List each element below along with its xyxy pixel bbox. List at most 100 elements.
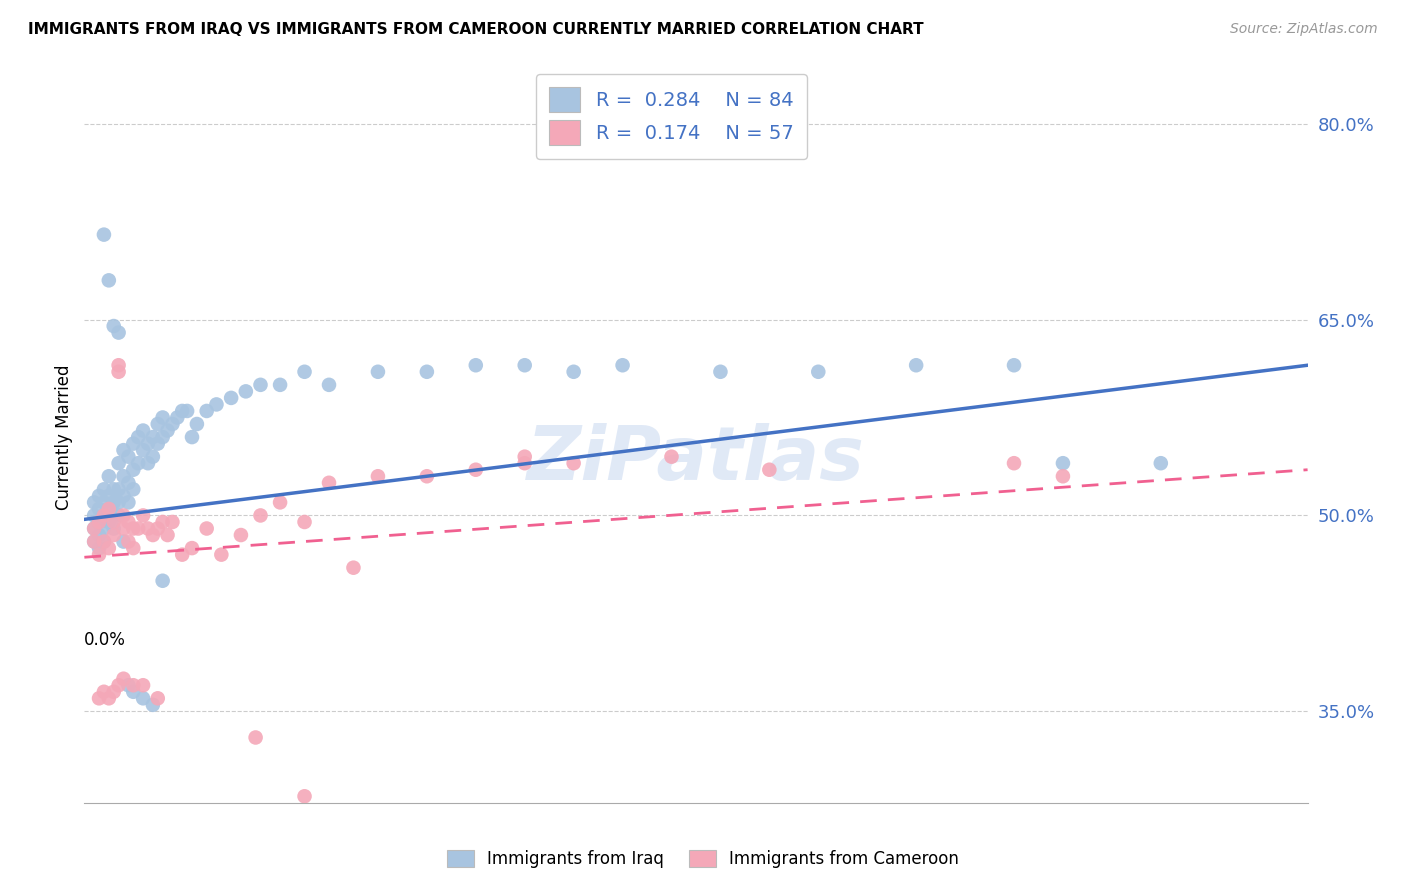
Point [367,469,389,483]
Point [294,515,316,529]
Point [93,495,115,509]
Point [93,508,115,523]
Point [152,574,174,588]
Point [807,365,830,379]
Point [181,541,204,555]
Point [156,424,179,438]
Point [464,463,486,477]
Point [103,483,125,497]
Point [117,515,139,529]
Text: Source: ZipAtlas.com: Source: ZipAtlas.com [1230,22,1378,37]
Point [127,456,149,470]
Point [122,521,145,535]
Point [87,691,110,706]
Point [112,443,135,458]
Point [97,515,120,529]
Point [146,436,169,450]
Point [97,691,120,706]
Point [1052,469,1074,483]
Point [103,515,125,529]
Point [117,495,139,509]
Y-axis label: Currently Married: Currently Married [55,364,73,510]
Text: ZiPatlas: ZiPatlas [527,423,865,496]
Point [152,410,174,425]
Point [127,430,149,444]
Point [146,521,169,535]
Point [93,227,115,242]
Point [83,521,105,535]
Point [103,528,125,542]
Point [103,508,125,523]
Point [83,508,105,523]
Point [103,495,125,509]
Point [93,685,115,699]
Point [122,541,145,555]
Point [107,326,129,340]
Point [117,678,139,692]
Point [112,534,135,549]
Point [162,515,184,529]
Point [294,365,316,379]
Point [176,404,198,418]
Point [107,456,129,470]
Point [1002,456,1025,470]
Point [195,521,218,535]
Point [229,528,252,542]
Point [136,521,159,535]
Point [235,384,257,399]
Point [112,521,135,535]
Point [112,469,135,483]
Point [127,521,149,535]
Point [132,691,155,706]
Point [97,502,120,516]
Point [172,404,194,418]
Point [367,365,389,379]
Point [122,483,145,497]
Point [107,508,129,523]
Point [513,450,536,464]
Point [416,365,439,379]
Point [186,417,208,431]
Point [156,528,179,542]
Point [152,515,174,529]
Point [87,528,110,542]
Point [612,358,634,372]
Point [107,678,129,692]
Point [107,495,129,509]
Point [103,685,125,699]
Point [93,534,115,549]
Point [416,469,439,483]
Point [1150,456,1173,470]
Point [1002,358,1025,372]
Point [318,475,340,490]
Point [117,450,139,464]
Point [562,456,585,470]
Point [146,691,169,706]
Point [97,469,120,483]
Point [83,495,105,509]
Point [709,365,731,379]
Point [107,358,129,372]
Point [142,698,165,712]
Point [97,489,120,503]
Point [464,358,486,372]
Point [97,541,120,555]
Point [269,377,291,392]
Point [93,483,115,497]
Point [269,495,291,509]
Legend: R =  0.284    N = 84, R =  0.174    N = 57: R = 0.284 N = 84, R = 0.174 N = 57 [536,74,807,159]
Point [103,319,125,334]
Point [142,430,165,444]
Point [342,560,364,574]
Text: IMMIGRANTS FROM IRAQ VS IMMIGRANTS FROM CAMEROON CURRENTLY MARRIED CORRELATION C: IMMIGRANTS FROM IRAQ VS IMMIGRANTS FROM … [28,22,924,37]
Point [93,521,115,535]
Point [172,548,194,562]
Point [152,430,174,444]
Point [83,534,105,549]
Point [107,365,129,379]
Point [122,678,145,692]
Point [132,424,155,438]
Point [87,515,110,529]
Point [166,410,188,425]
Point [209,548,232,562]
